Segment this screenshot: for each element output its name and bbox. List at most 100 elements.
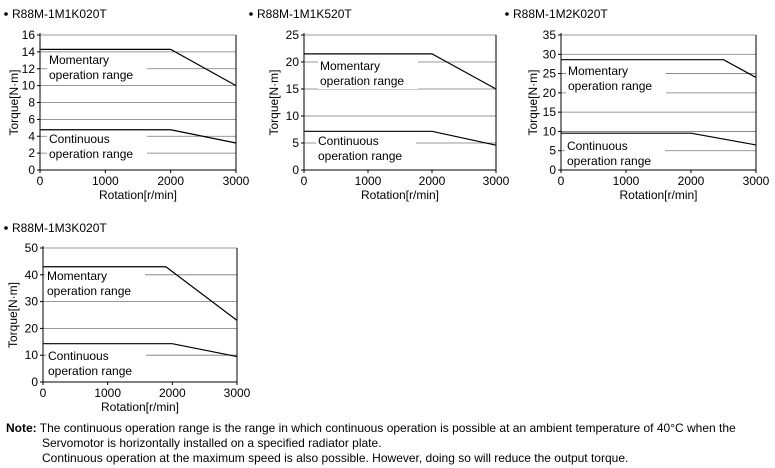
continuous-range-label-line-2: operation range bbox=[48, 364, 132, 378]
continuous-range-label-line-1: Continuous bbox=[318, 134, 379, 148]
y-tick-label: 25 bbox=[543, 67, 557, 81]
momentary-range-label-backing bbox=[318, 59, 418, 89]
x-tick-label: 2000 bbox=[159, 386, 186, 400]
series-line-continuous bbox=[304, 130, 497, 146]
x-axis-label: Rotation[r/min] bbox=[619, 188, 697, 202]
y-axis-label: Torque[N·m] bbox=[6, 282, 20, 348]
continuous-range-label-backing bbox=[46, 349, 146, 379]
momentary-range-label-line-2: operation range bbox=[568, 79, 652, 93]
x-axis-label: Rotation[r/min] bbox=[361, 188, 439, 202]
continuous-range-label-line-1: Continuous bbox=[49, 132, 110, 146]
continuous-range-label-line-1: Continuous bbox=[48, 349, 109, 363]
continuous-range-label-line-2: operation range bbox=[49, 147, 133, 161]
x-tick-label: 1000 bbox=[94, 386, 121, 400]
note-line-1: The continuous operation range is the ra… bbox=[39, 421, 736, 435]
momentary-range-label-backing bbox=[47, 53, 147, 83]
x-tick-label: 1000 bbox=[613, 174, 640, 188]
y-tick-label: 14 bbox=[22, 45, 36, 59]
momentary-range-label-line-1: Momentary bbox=[320, 59, 380, 73]
y-tick-label: 2 bbox=[28, 146, 35, 160]
title-bullet-icon bbox=[249, 12, 253, 16]
momentary-range-label-line-1: Momentary bbox=[47, 269, 107, 283]
y-tick-label: 10 bbox=[543, 124, 557, 138]
x-tick-label: 2000 bbox=[419, 174, 446, 188]
chart-2: R88M-1M1K520T 0 5 10 15 20 25 0 1000 2000 3000 Rota… bbox=[249, 7, 510, 202]
x-tick-label: 0 bbox=[558, 174, 565, 188]
y-tick-label: 0 bbox=[549, 163, 556, 177]
y-tick-label: 0 bbox=[28, 163, 35, 177]
x-tick-label: 0 bbox=[40, 386, 47, 400]
y-tick-label: 12 bbox=[22, 62, 36, 76]
y-tick-label: 6 bbox=[28, 112, 35, 126]
y-tick-label: 30 bbox=[25, 295, 39, 309]
chart-title: R88M-1M1K520T bbox=[257, 7, 352, 21]
continuous-range-label-backing bbox=[316, 134, 416, 164]
series-line-momentary bbox=[561, 59, 757, 78]
continuous-range-label-backing bbox=[565, 139, 665, 169]
y-axis-label: Torque[N·m] bbox=[267, 69, 281, 135]
x-tick-label: 2000 bbox=[157, 174, 184, 188]
chart-3: R88M-1M2K020T 0 5 10 15 20 25 30 35 0 1000 2000 3000… bbox=[505, 7, 770, 202]
momentary-range-label-line-2: operation range bbox=[49, 68, 133, 82]
title-bullet-icon bbox=[505, 12, 509, 16]
note-line-2: Servomotor is horizontally installed on … bbox=[42, 436, 382, 450]
momentary-range-label-line-1: Momentary bbox=[568, 64, 628, 78]
x-axis-label: Rotation[r/min] bbox=[99, 188, 177, 202]
y-tick-label: 35 bbox=[543, 28, 557, 42]
continuous-range-label-backing bbox=[47, 132, 147, 162]
y-tick-label: 10 bbox=[22, 79, 36, 93]
y-tick-label: 20 bbox=[286, 55, 300, 69]
y-tick-label: 40 bbox=[25, 268, 39, 282]
x-tick-label: 3000 bbox=[224, 386, 251, 400]
momentary-range-label-backing bbox=[566, 64, 666, 94]
x-tick-label: 3000 bbox=[743, 174, 770, 188]
y-tick-label: 50 bbox=[25, 241, 39, 255]
y-tick-label: 8 bbox=[28, 96, 35, 110]
y-tick-label: 25 bbox=[286, 28, 300, 42]
momentary-range-label-backing bbox=[45, 269, 145, 299]
chart-title: R88M-1M3K020T bbox=[12, 221, 107, 235]
x-tick-label: 3000 bbox=[483, 174, 510, 188]
chart-4: R88M-1M3K020T 0 10 20 30 40 50 0 1000 2000 3000 Rot… bbox=[4, 221, 251, 414]
series-line-continuous bbox=[43, 343, 238, 358]
y-tick-label: 10 bbox=[25, 348, 39, 362]
series-line-momentary bbox=[43, 266, 238, 321]
y-tick-label: 0 bbox=[292, 163, 299, 177]
continuous-range-label-line-2: operation range bbox=[567, 154, 651, 168]
chart-title: R88M-1M2K020T bbox=[513, 7, 608, 21]
chart-title: R88M-1M1K020T bbox=[12, 7, 107, 21]
continuous-range-label-line-2: operation range bbox=[318, 149, 402, 163]
momentary-range-label-line-2: operation range bbox=[320, 74, 404, 88]
y-tick-label: 30 bbox=[543, 47, 557, 61]
note-line-3: Continuous operation at the maximum spee… bbox=[42, 451, 629, 465]
footnote: Note: The continuous operation range is … bbox=[6, 421, 771, 466]
y-tick-label: 10 bbox=[286, 109, 300, 123]
x-tick-label: 0 bbox=[301, 174, 308, 188]
y-tick-label: 20 bbox=[543, 86, 557, 100]
momentary-range-label-line-2: operation range bbox=[47, 284, 131, 298]
series-line-continuous bbox=[561, 132, 757, 146]
x-tick-label: 3000 bbox=[223, 174, 250, 188]
y-tick-label: 0 bbox=[31, 375, 38, 389]
momentary-range-label-line-1: Momentary bbox=[49, 53, 109, 67]
y-tick-label: 15 bbox=[286, 82, 300, 96]
note-label: Note: bbox=[6, 421, 37, 435]
y-tick-label: 20 bbox=[25, 321, 39, 335]
y-tick-label: 5 bbox=[549, 144, 556, 158]
series-line-momentary bbox=[304, 53, 497, 90]
title-bullet-icon bbox=[4, 12, 8, 16]
y-tick-label: 15 bbox=[543, 105, 557, 119]
x-axis-label: Rotation[r/min] bbox=[101, 400, 179, 414]
y-tick-label: 16 bbox=[22, 28, 36, 42]
y-axis-label: Torque[N·m] bbox=[7, 69, 21, 135]
series-line-momentary bbox=[40, 48, 237, 87]
x-tick-label: 1000 bbox=[355, 174, 382, 188]
x-tick-label: 1000 bbox=[92, 174, 119, 188]
x-tick-label: 2000 bbox=[678, 174, 705, 188]
title-bullet-icon bbox=[4, 226, 8, 230]
y-tick-label: 4 bbox=[28, 129, 35, 143]
y-tick-label: 5 bbox=[292, 136, 299, 150]
series-line-continuous bbox=[40, 129, 237, 144]
